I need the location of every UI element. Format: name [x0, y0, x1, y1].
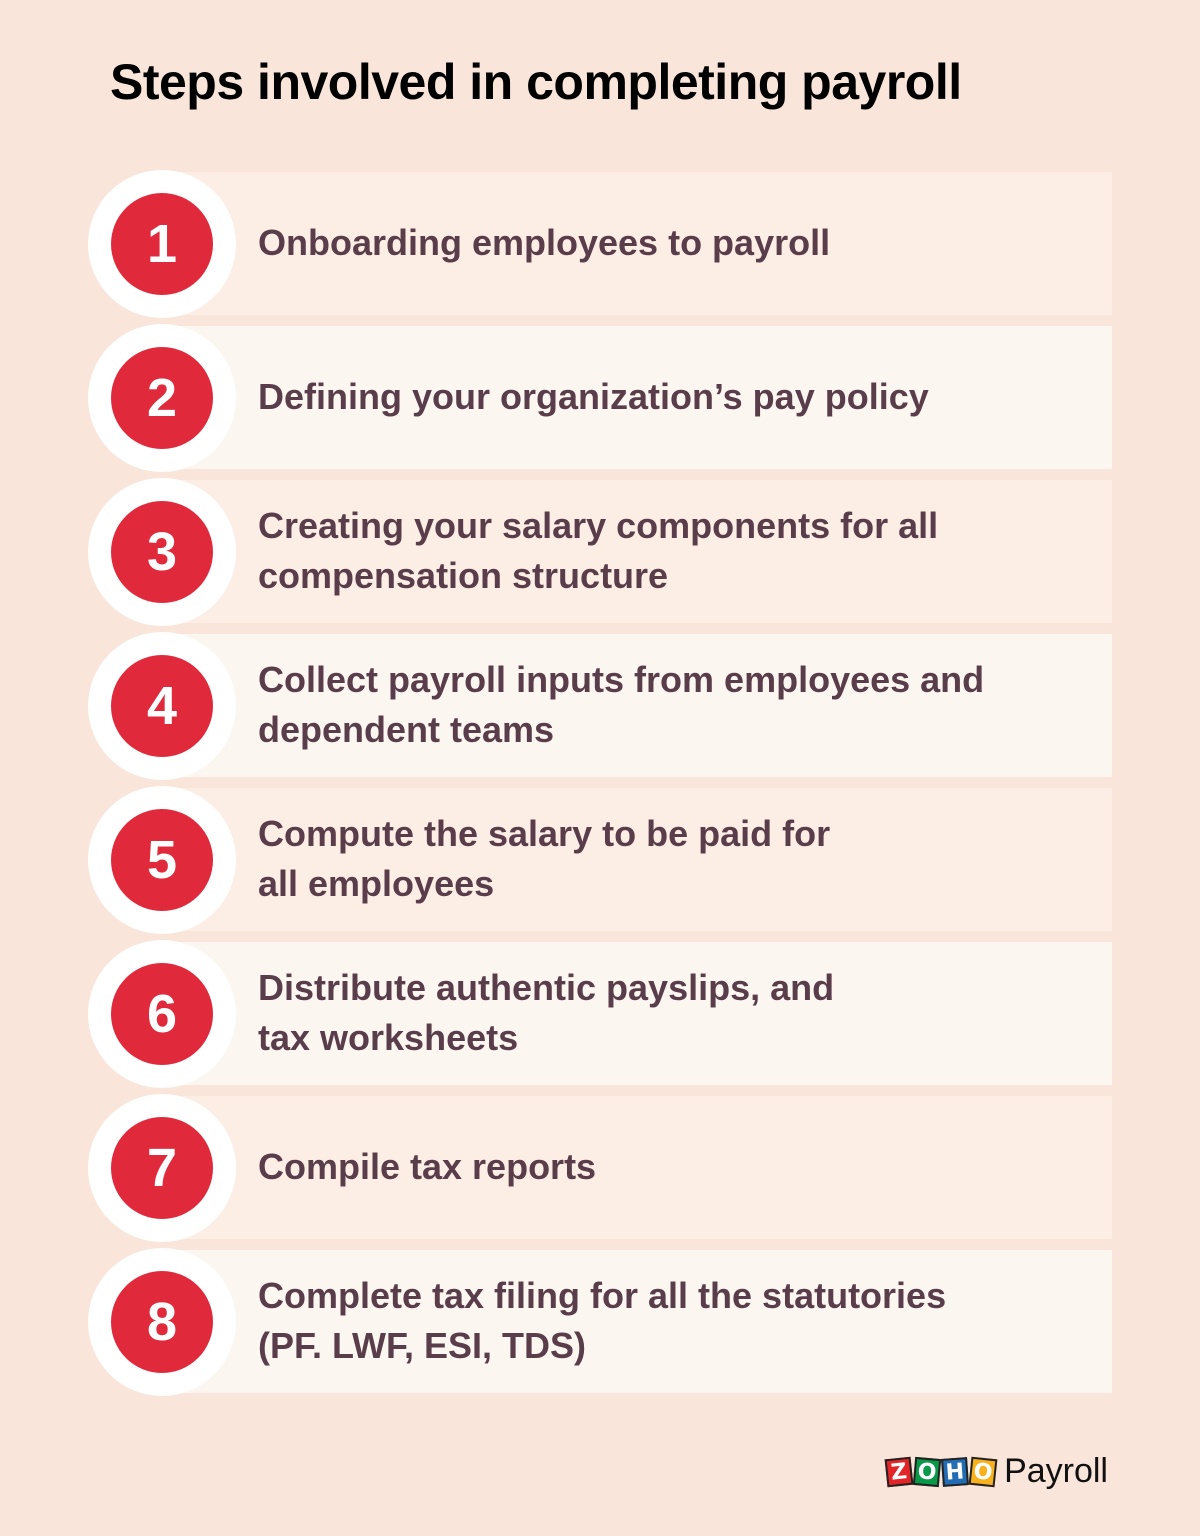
step-text: Compute the salary to be paid for all em…: [258, 786, 1098, 932]
zoho-logo-letter: H: [941, 1456, 970, 1487]
step-8: 8 Complete tax filing for all the statut…: [88, 1248, 1112, 1396]
step-label: Compute the salary to be paid for all em…: [258, 813, 831, 904]
step-text: Onboarding employees to payroll: [258, 170, 1098, 316]
brand-product-name: Payroll: [1004, 1452, 1108, 1490]
step-number-ring: 4: [88, 632, 236, 780]
zoho-logo-letter: O: [968, 1456, 998, 1487]
step-number-ring: 1: [88, 170, 236, 318]
step-text: Creating your salary components for all …: [258, 478, 1098, 624]
brand-footer: Z O H O Payroll: [884, 1452, 1108, 1491]
step-panel: [160, 1250, 1112, 1393]
step-number-ring: 3: [88, 478, 236, 626]
step-text: Collect payroll inputs from employees an…: [258, 632, 1098, 778]
step-label: Onboarding employees to payroll: [258, 222, 831, 263]
step-label: Distribute authentic payslips, and tax w…: [258, 967, 835, 1058]
step-panel: [160, 480, 1112, 623]
step-label: Complete tax filing for all the statutor…: [258, 1275, 947, 1366]
step-5: 5 Compute the salary to be paid for all …: [88, 786, 1112, 934]
step-1: 1 Onboarding employees to payroll: [88, 170, 1112, 318]
step-panel: [160, 942, 1112, 1085]
step-panel: [160, 788, 1112, 931]
step-text: Defining your organization’s pay policy: [258, 324, 1098, 470]
step-panel: [160, 634, 1112, 777]
step-text: Distribute authentic payslips, and tax w…: [258, 940, 1098, 1086]
step-panel: [160, 1096, 1112, 1239]
step-panel: [160, 326, 1112, 469]
zoho-logo-letter: Z: [884, 1456, 914, 1487]
step-2: 2 Defining your organization’s pay polic…: [88, 324, 1112, 472]
step-label: Collect payroll inputs from employees an…: [258, 659, 985, 750]
step-3: 3 Creating your salary components for al…: [88, 478, 1112, 626]
step-text: Compile tax reports: [258, 1094, 1098, 1240]
step-label: Defining your organization’s pay policy: [258, 376, 929, 417]
step-number-ring: 6: [88, 940, 236, 1088]
step-number-ring: 5: [88, 786, 236, 934]
step-7: 7 Compile tax reports: [88, 1094, 1112, 1242]
step-number-badge: 4: [111, 655, 213, 757]
step-4: 4 Collect payroll inputs from employees …: [88, 632, 1112, 780]
step-6: 6 Distribute authentic payslips, and tax…: [88, 940, 1112, 1088]
step-number-ring: 7: [88, 1094, 236, 1242]
step-number-badge: 1: [111, 193, 213, 295]
step-number-badge: 7: [111, 1117, 213, 1219]
step-text: Complete tax filing for all the statutor…: [258, 1248, 1098, 1394]
steps-list: 1 Onboarding employees to payroll 2 Defi…: [88, 170, 1112, 1402]
step-number-badge: 5: [111, 809, 213, 911]
page-title: Steps involved in completing payroll: [110, 54, 962, 110]
step-label: Creating your salary components for all …: [258, 505, 939, 596]
step-number-badge: 2: [111, 347, 213, 449]
step-number-badge: 3: [111, 501, 213, 603]
zoho-logo: Z O H O: [884, 1456, 998, 1487]
step-panel: [160, 172, 1112, 315]
step-number-badge: 8: [111, 1271, 213, 1373]
zoho-logo-letter: O: [912, 1456, 942, 1487]
step-number-badge: 6: [111, 963, 213, 1065]
step-number-ring: 8: [88, 1248, 236, 1396]
step-number-ring: 2: [88, 324, 236, 472]
step-label: Compile tax reports: [258, 1146, 597, 1187]
